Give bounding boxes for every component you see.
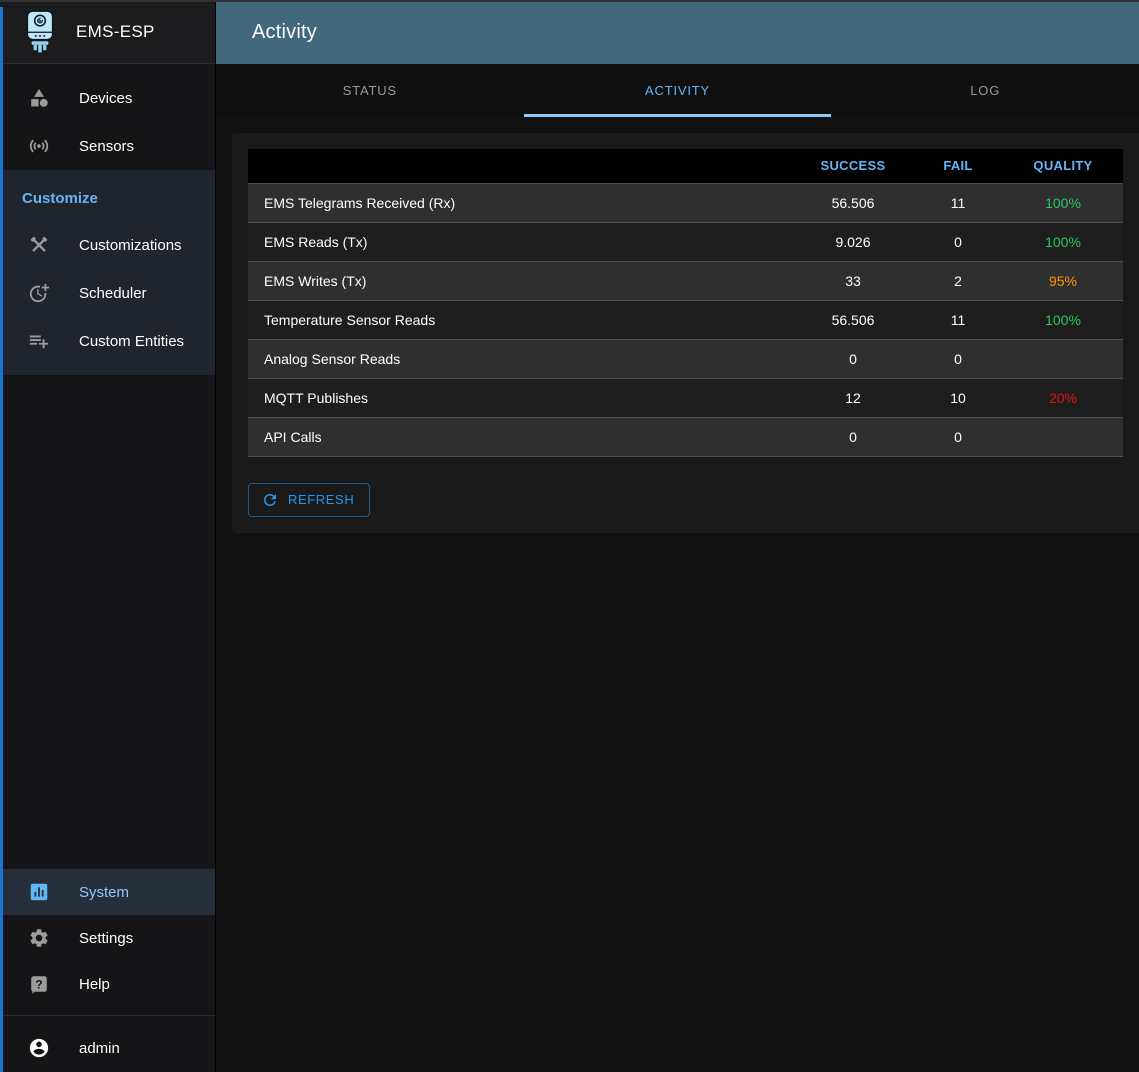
row-label: Temperature Sensor Reads	[248, 299, 793, 339]
sidebar-item-label: Scheduler	[79, 284, 147, 302]
sidebar-scrollbar[interactable]	[0, 7, 3, 1072]
sidebar-user-section: admin	[0, 1016, 215, 1072]
sidebar-item-system[interactable]: System	[0, 869, 215, 915]
top-strip	[0, 0, 1139, 2]
column-header-fail: FAIL	[943, 158, 973, 174]
tab-activity[interactable]: ACTIVITY	[523, 64, 832, 117]
svg-text:?: ?	[35, 977, 42, 991]
customizations-icon	[27, 233, 51, 257]
refresh-button[interactable]: REFRESH	[248, 482, 371, 517]
quality-value	[1003, 338, 1123, 378]
help-icon: ?	[27, 972, 51, 996]
sidebar-spacer	[0, 375, 215, 869]
user-icon	[27, 1036, 51, 1060]
scheduler-icon	[27, 281, 51, 305]
fail-value: 11	[913, 299, 1003, 339]
devices-icon	[27, 86, 51, 110]
fail-value: 2	[913, 260, 1003, 300]
table-row: MQTT Publishes 12 10 20%	[248, 377, 1123, 417]
main-area: Activity STATUS ACTIVITY LOG SUCCESS FAI…	[216, 0, 1139, 1072]
boiler-logo-icon	[22, 10, 58, 53]
user-name: admin	[79, 1039, 120, 1057]
sidebar-item-sensors[interactable]: Sensors	[0, 122, 215, 170]
tab-log[interactable]: LOG	[970, 83, 1001, 98]
row-label: EMS Writes (Tx)	[248, 260, 793, 300]
sidebar-item-devices[interactable]: Devices	[0, 74, 215, 122]
sidebar-divider	[0, 1015, 215, 1016]
sidebar-header: EMS-ESP	[0, 0, 215, 64]
system-icon	[27, 880, 51, 904]
column-header-success: SUCCESS	[820, 158, 886, 174]
appbar: Activity	[216, 0, 1139, 64]
table-row: EMS Reads (Tx) 9.026 0 100%	[248, 221, 1123, 261]
sidebar-item-label: Help	[79, 975, 110, 993]
quality-value: 95%	[1003, 260, 1123, 300]
success-value: 9.026	[793, 221, 913, 261]
custom-entities-icon	[27, 329, 51, 353]
success-value: 56.506	[793, 182, 913, 222]
settings-icon	[27, 926, 51, 950]
section-title: Customize	[22, 190, 98, 207]
row-label: API Calls	[248, 416, 793, 457]
sidebar-item-label: Custom Entities	[79, 332, 185, 350]
content-area: SUCCESS FAIL QUALITY EMS Telegrams Recei…	[216, 117, 1139, 1072]
sidebar-item-custom-entities[interactable]: Custom Entities	[0, 317, 215, 365]
app-title: EMS-ESP	[76, 21, 155, 41]
success-value: 0	[793, 338, 913, 378]
quality-value: 100%	[1003, 182, 1123, 222]
table-row: API Calls 0 0	[248, 416, 1123, 457]
table-row: EMS Telegrams Received (Rx) 56.506 11 100%	[248, 182, 1123, 222]
quality-value: 20%	[1003, 377, 1123, 417]
sidebar-item-label: Devices	[79, 89, 133, 107]
tab-status[interactable]: STATUS	[342, 83, 397, 98]
column-header-quality: QUALITY	[1033, 158, 1093, 174]
quality-value	[1003, 416, 1123, 457]
row-label: Analog Sensor Reads	[248, 338, 793, 378]
tab-bar: STATUS ACTIVITY LOG	[216, 64, 1139, 117]
sidebar-item-scheduler[interactable]: Scheduler	[0, 269, 215, 317]
page-title: Activity	[252, 20, 317, 43]
sidebar-item-settings[interactable]: Settings	[0, 915, 215, 961]
success-value: 12	[793, 377, 913, 417]
quality-value: 100%	[1003, 299, 1123, 339]
table-row: Temperature Sensor Reads 56.506 11 100%	[248, 299, 1123, 339]
quality-value: 100%	[1003, 221, 1123, 261]
column-header-blank	[248, 149, 793, 183]
refresh-icon	[261, 491, 279, 509]
row-label: MQTT Publishes	[248, 377, 793, 417]
refresh-button-label: REFRESH	[288, 492, 355, 507]
table-row: EMS Writes (Tx) 33 2 95%	[248, 260, 1123, 300]
fail-value: 0	[913, 416, 1003, 457]
success-value: 56.506	[793, 299, 913, 339]
success-value: 33	[793, 260, 913, 300]
row-label: EMS Telegrams Received (Rx)	[248, 182, 793, 222]
sidebar-item-label: Customizations	[79, 236, 182, 254]
sidebar-nav: Devices Sensors	[0, 64, 215, 170]
sidebar-item-label: Sensors	[79, 137, 135, 155]
table-row: Analog Sensor Reads 0 0	[248, 338, 1123, 378]
sidebar-section-customize: Customize Customizations Scheduler	[0, 170, 215, 375]
sidebar: EMS-ESP Devices Sensors Customize	[0, 0, 216, 1072]
activity-card: SUCCESS FAIL QUALITY EMS Telegrams Recei…	[232, 133, 1139, 533]
row-label: EMS Reads (Tx)	[248, 221, 793, 261]
sensors-icon	[27, 134, 51, 158]
sidebar-item-label: System	[79, 883, 130, 901]
sidebar-item-admin[interactable]: admin	[0, 1024, 215, 1072]
fail-value: 11	[913, 182, 1003, 222]
success-value: 0	[793, 416, 913, 457]
fail-value: 0	[913, 221, 1003, 261]
table-header: SUCCESS FAIL QUALITY	[248, 149, 1123, 183]
sidebar-item-label: Settings	[79, 929, 134, 947]
sidebar-item-customizations[interactable]: Customizations	[0, 221, 215, 269]
fail-value: 10	[913, 377, 1003, 417]
activity-table: SUCCESS FAIL QUALITY EMS Telegrams Recei…	[248, 149, 1123, 457]
fail-value: 0	[913, 338, 1003, 378]
sidebar-item-help[interactable]: ? Help	[0, 961, 215, 1007]
